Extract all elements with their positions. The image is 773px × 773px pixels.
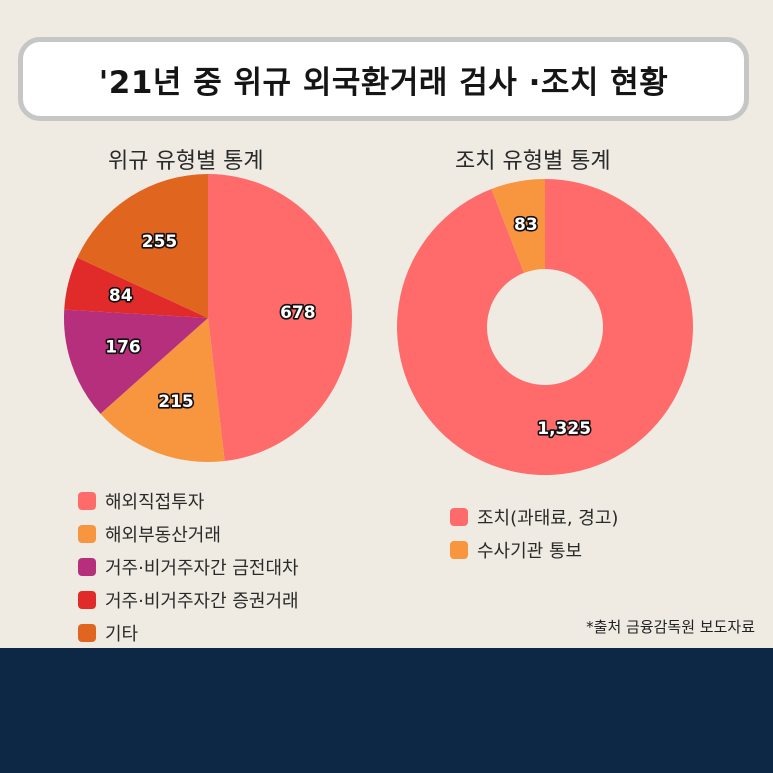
legend-label: 조치(과태료, 경고)	[477, 507, 619, 529]
action-type-donut-chart: 1,325 83	[397, 179, 693, 475]
pie2-data-label-0: 1,325	[537, 419, 591, 439]
charts-canvas: 678 215 176 84 255 1,325 83	[64, 174, 693, 475]
action-type-legend: 조치(과태료, 경고) 수사기관 통보	[450, 500, 618, 566]
legend-label: 수사기관 통보	[477, 540, 583, 562]
legend-label: 거주·비거주자간 증권거래	[105, 590, 299, 612]
pie1-data-label-2: 176	[105, 338, 141, 358]
legend-swatch	[78, 590, 96, 609]
legend-item: 해외부동산거래	[78, 517, 299, 550]
pie1-data-label-1: 215	[158, 392, 194, 412]
legend-label: 거주·비거주자간 금전대차	[105, 557, 299, 579]
legend-label: 해외부동산거래	[105, 524, 221, 546]
legend-swatch	[78, 623, 96, 642]
legend-item: 해외직접투자	[78, 484, 299, 517]
page-title: '21년 중 위규 외국환거래 검사 ·조치 현황	[98, 64, 669, 101]
legend-swatch	[78, 524, 96, 543]
legend-swatch	[450, 507, 468, 526]
footer-band	[0, 648, 773, 773]
pie1-slice-3	[64, 257, 208, 318]
violation-type-pie-chart: 678 215 176 84 255	[64, 174, 352, 462]
source-note: *출처 금융감독원 보도자료	[586, 618, 755, 636]
pie1-data-label-4: 255	[142, 232, 178, 252]
pie2-data-label-1: 83	[514, 215, 538, 235]
legend-item: 거주·비거주자간 증권거래	[78, 583, 299, 616]
legend-label: 기타	[105, 623, 139, 645]
legend-swatch	[78, 491, 96, 510]
legend-item: 수사기관 통보	[450, 533, 618, 566]
pie1-slice-4	[77, 174, 208, 318]
legend-item: 기타	[78, 616, 299, 649]
legend-item: 조치(과태료, 경고)	[450, 500, 618, 533]
pie2-slice-1	[491, 179, 545, 273]
pie2-slice-0	[397, 179, 693, 475]
pie1-slice-0	[208, 174, 352, 462]
legend-item: 거주·비거주자간 금전대차	[78, 550, 299, 583]
pie1-slice-1	[100, 318, 225, 462]
pie1-slice-2	[64, 309, 208, 414]
donut-chart-title: 조치 유형별 통계	[455, 149, 611, 174]
legend-label: 해외직접투자	[105, 491, 205, 513]
pie1-data-label-3: 84	[109, 286, 133, 306]
pie-chart-title: 위규 유형별 통계	[108, 149, 264, 174]
legend-swatch	[78, 557, 96, 576]
title-banner: '21년 중 위규 외국환거래 검사 ·조치 현황	[18, 37, 749, 121]
legend-swatch	[450, 540, 468, 559]
pie1-data-label-0: 678	[280, 303, 316, 323]
